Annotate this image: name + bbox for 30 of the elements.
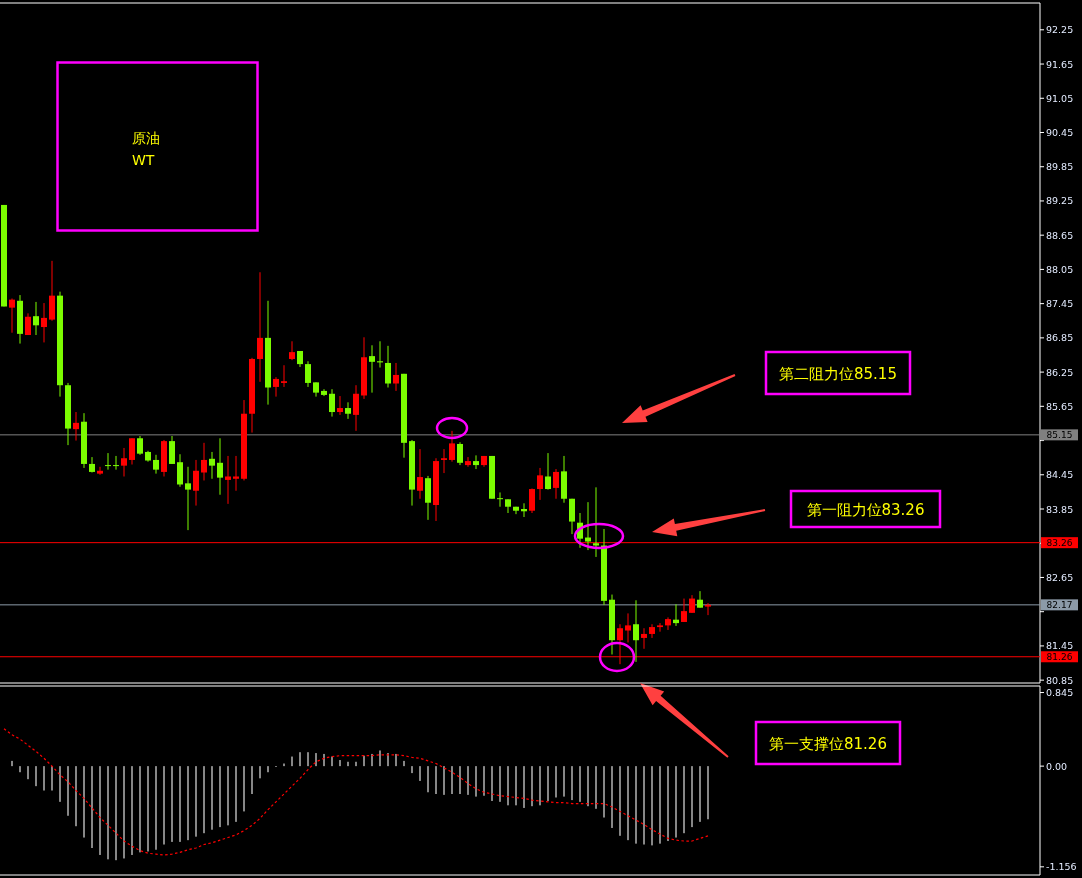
y-tick-label: 85.65 — [1046, 400, 1074, 412]
y-tick-label: 87.45 — [1046, 298, 1074, 310]
ref-line-label: 83.26 — [1046, 538, 1073, 549]
annotation: 第一支撑位81.26 — [769, 734, 887, 753]
y-tick-label: 82.65 — [1046, 571, 1074, 583]
y-tick-label: 88.65 — [1046, 229, 1074, 241]
annotation: 第二阻力位85.15 — [779, 364, 897, 383]
y-tick-label: 90.45 — [1046, 127, 1074, 138]
text: WT — [132, 152, 155, 168]
y-tick-label: 83.85 — [1046, 503, 1074, 515]
text: 原油 — [132, 130, 160, 146]
y-tick-label: 80.85 — [1046, 674, 1074, 686]
y-tick-label: 86.25 — [1046, 366, 1074, 378]
y-tick-label: 86.85 — [1046, 332, 1074, 344]
ref-line-label: 81.26 — [1046, 652, 1073, 663]
y-tick-label: 81.45 — [1046, 640, 1074, 652]
y-tick-label: 91.65 — [1046, 58, 1074, 70]
annotation: 第一阻力位83.26 — [806, 500, 925, 519]
y-tick-label: 88.05 — [1046, 263, 1074, 275]
ref-line-label: 85.15 — [1046, 430, 1073, 441]
y-tick-label: -1.156 — [1046, 861, 1077, 873]
ref-line-label: 82.17 — [1046, 600, 1073, 611]
y-tick-label: 89.85 — [1046, 161, 1074, 173]
line-series — [3, 728, 709, 856]
y-tick-label: 0.845 — [1046, 687, 1074, 699]
y-tick-label: 91.05 — [1046, 92, 1074, 104]
y-tick-label: 92.25 — [1046, 24, 1074, 36]
y-tick-label: 89.25 — [1046, 195, 1074, 207]
y-tick-label: 0.00 — [1046, 760, 1068, 772]
y-tick-label: 84.45 — [1046, 469, 1074, 481]
